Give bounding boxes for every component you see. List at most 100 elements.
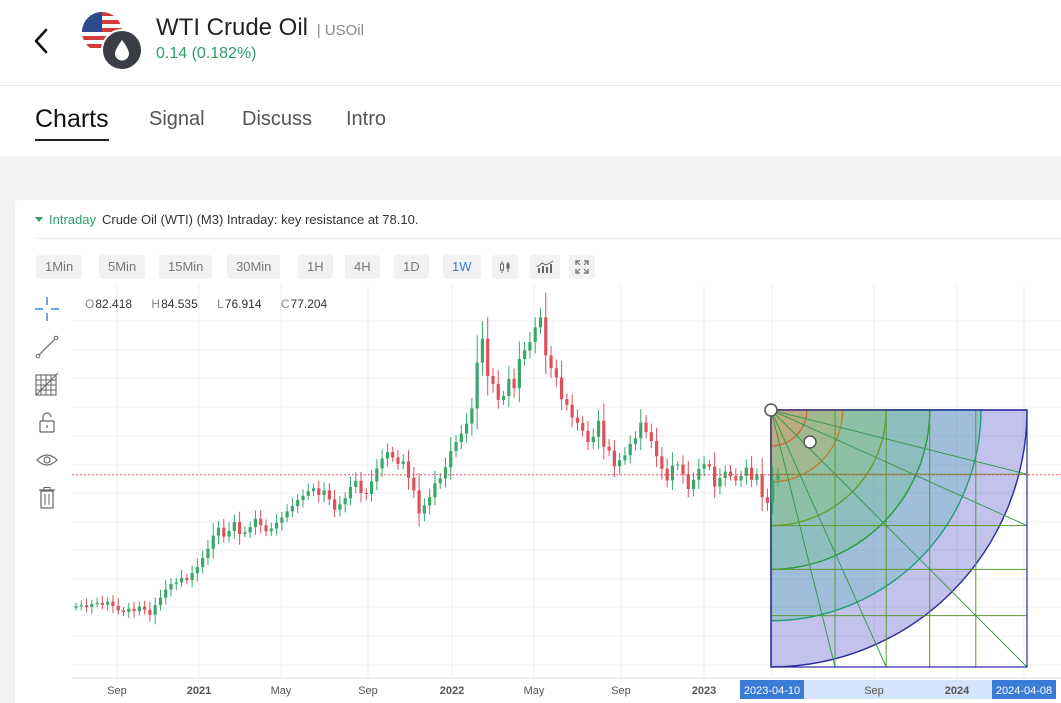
- candle-body: [238, 522, 242, 535]
- candle-body: [713, 466, 717, 487]
- timeframe-1h[interactable]: 1H: [298, 255, 333, 279]
- candle-body: [84, 605, 89, 607]
- instrument-name: WTI Crude Oil: [156, 14, 309, 41]
- candle-body: [216, 527, 221, 536]
- candle-body: [311, 488, 316, 492]
- candle-body: [559, 377, 564, 400]
- candle-body: [290, 506, 295, 512]
- tab-charts[interactable]: Charts: [35, 105, 109, 141]
- candle-body: [333, 499, 337, 510]
- candle-body: [644, 422, 648, 433]
- fullscreen-icon: [575, 260, 589, 274]
- x-tick-highlight: [992, 680, 1056, 699]
- candle-body: [190, 573, 194, 580]
- candle-body: [591, 436, 595, 443]
- candle-body: [744, 467, 748, 476]
- timeframe-5min[interactable]: 5Min: [99, 255, 146, 279]
- candle-body: [264, 525, 268, 532]
- candle-body: [148, 609, 152, 615]
- timeframe-4h[interactable]: 4H: [345, 255, 380, 279]
- candle-body: [575, 417, 580, 423]
- candle-body: [544, 317, 548, 356]
- analysis-text: Crude Oil (WTI) (M3) Intraday: key resis…: [101, 212, 419, 227]
- candle-body: [179, 577, 184, 583]
- candle-body: [750, 467, 754, 480]
- candle-body: [607, 446, 611, 451]
- trend-line-tool[interactable]: [33, 333, 61, 361]
- candle-body: [491, 376, 495, 384]
- candle-body: [201, 557, 205, 568]
- candle-body: [269, 528, 273, 532]
- candle-body: [317, 488, 321, 496]
- candle-body: [164, 589, 168, 598]
- candle-body: [549, 355, 553, 369]
- candle-body: [523, 350, 527, 359]
- crosshair-tool[interactable]: [33, 295, 61, 323]
- x-tick-label: 2023-04-10: [744, 685, 800, 697]
- candle-body: [581, 422, 585, 431]
- timeframe-1w[interactable]: 1W: [443, 255, 481, 279]
- gann-fan-line: [770, 409, 1028, 475]
- candle-body: [639, 422, 643, 439]
- x-tick-label: 2021: [187, 685, 211, 697]
- lock-tool[interactable]: [33, 408, 61, 436]
- oil-drop-icon: [101, 29, 143, 71]
- timeframe-30min[interactable]: 30Min: [227, 255, 281, 279]
- gann-box-frame: [770, 409, 1028, 668]
- candle-body: [280, 517, 284, 523]
- fib-grid-icon: [35, 372, 59, 396]
- candle-body: [401, 461, 405, 464]
- candle-body: [623, 455, 627, 461]
- candle-body: [185, 577, 189, 580]
- x-tick-label: 2023: [692, 685, 716, 697]
- analysis-summary[interactable]: Intraday Crude Oil (WTI) (M3) Intraday: k…: [35, 212, 418, 227]
- analysis-tag: Intraday: [49, 212, 96, 227]
- candle-body: [718, 478, 722, 487]
- candle-body: [428, 497, 432, 506]
- candle-body: [538, 317, 543, 328]
- back-button[interactable]: [28, 24, 56, 58]
- trend-line-icon: [35, 335, 59, 359]
- candle-body: [697, 468, 701, 480]
- candle-body: [771, 480, 775, 503]
- candle-body: [470, 408, 474, 424]
- indicators-button[interactable]: [530, 255, 560, 279]
- candle-body: [443, 467, 448, 479]
- timeframe-15min[interactable]: 15Min: [159, 255, 213, 279]
- candle-body: [670, 465, 675, 481]
- candle-body: [127, 608, 131, 612]
- candle-body: [554, 368, 558, 378]
- candle-body: [385, 452, 390, 459]
- x-tick-highlight: [740, 680, 804, 699]
- candle-body: [633, 438, 638, 444]
- candle-body: [596, 420, 601, 437]
- candle-body: [433, 483, 437, 498]
- gann-fan-line: [770, 409, 836, 668]
- low-value: 76.914: [224, 297, 262, 311]
- price-change: 0.14 (0.182%): [156, 45, 257, 62]
- candle-body: [565, 399, 569, 405]
- timeframe-1d[interactable]: 1D: [394, 255, 429, 279]
- caret-down-icon: [35, 217, 43, 222]
- fullscreen-button[interactable]: [569, 255, 595, 279]
- candle-body: [348, 486, 353, 499]
- candle-body: [322, 490, 326, 496]
- timeframe-1min[interactable]: 1Min: [36, 255, 83, 279]
- candle-body: [618, 460, 622, 467]
- candle-body: [174, 582, 178, 584]
- visibility-tool[interactable]: [33, 446, 61, 474]
- tab-intro[interactable]: Intro: [346, 108, 387, 130]
- price-chart[interactable]: Sep 2021 May Sep 2022 May Sep 2023 2023-04-10 Sep…: [72, 285, 1061, 703]
- tab-signal[interactable]: Signal: [149, 108, 205, 130]
- candle-body: [475, 362, 479, 409]
- candle-body: [106, 601, 110, 605]
- fib-grid-tool[interactable]: [33, 370, 61, 398]
- candle-body: [459, 433, 463, 443]
- high-value: 84.535: [161, 297, 198, 311]
- eye-icon: [36, 454, 58, 466]
- tab-discuss[interactable]: Discuss: [242, 108, 313, 130]
- candle-body: [422, 505, 426, 514]
- candle-body: [111, 601, 115, 606]
- candlestick-button[interactable]: [492, 255, 518, 279]
- delete-tool[interactable]: [33, 484, 61, 512]
